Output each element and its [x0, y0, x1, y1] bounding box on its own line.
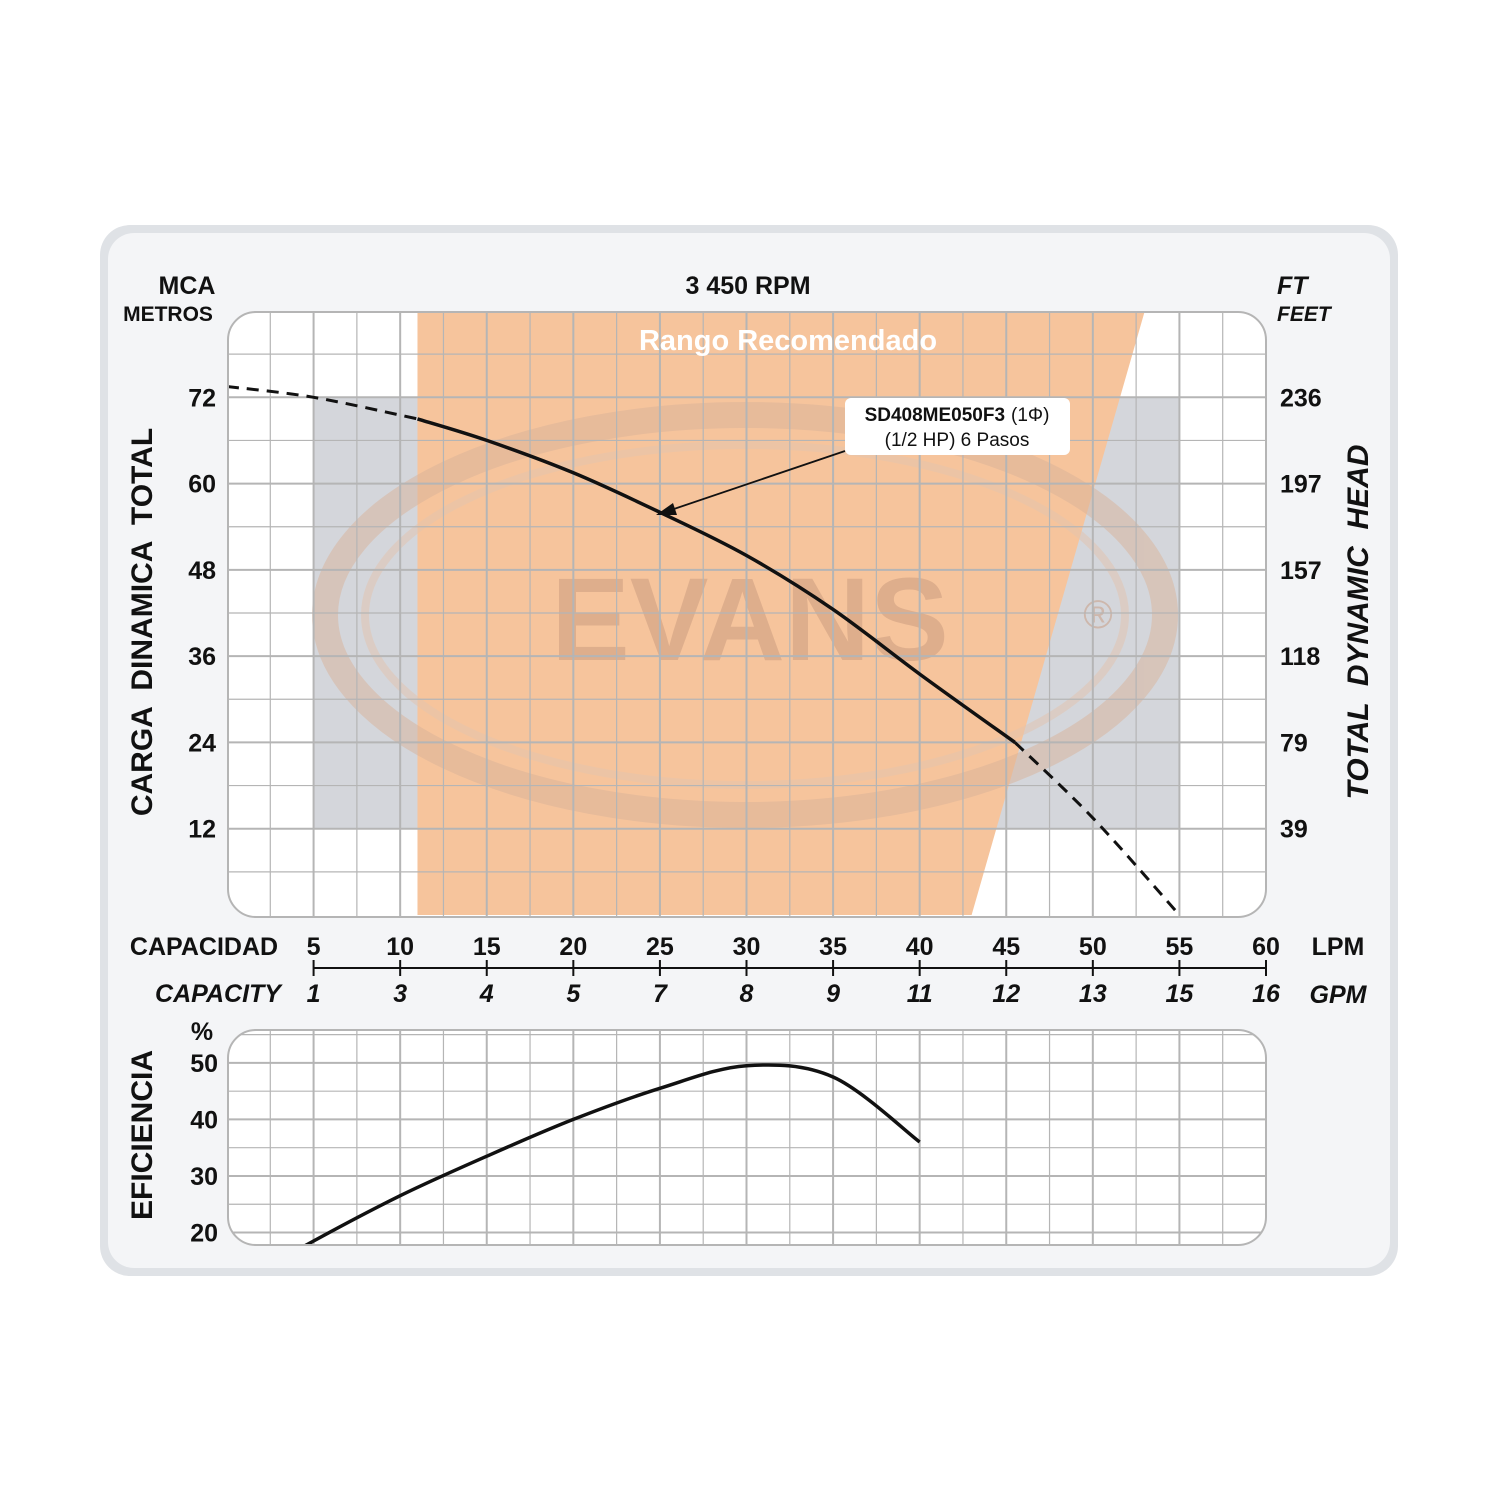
gpm-unit: GPM	[1310, 981, 1368, 1009]
watermark-ring-outer	[312, 402, 1178, 828]
head-plot: EVANS ® Rango Recomendado	[227, 311, 1267, 918]
callout-phase: (1Φ)	[1011, 405, 1049, 426]
capacity-ticks: 5 1 10 3 15 4 20 5 25 7 30 8 35 9 40 11 45 12 50 13 55 15 60 16	[307, 933, 1281, 1008]
capacity-tick-label-lpm: 60	[1252, 933, 1280, 961]
callout-line1: SD408ME050F3 (1Φ)	[865, 405, 1050, 426]
capacity-tick-label-lpm: 15	[473, 933, 501, 961]
head-tick-label-mca: 60	[188, 471, 216, 499]
head-tick-label-mca: 36	[188, 643, 216, 671]
callout-line2: (1/2 HP) 6 Pasos	[885, 430, 1030, 451]
lpm-unit: LPM	[1312, 933, 1365, 961]
capacity-tick-label-gpm: 13	[1079, 980, 1107, 1008]
efficiency-tick-labels: 20 30 40 50	[190, 1050, 218, 1248]
capacity-tick-label-gpm: 16	[1252, 980, 1281, 1008]
head-tick-label-ft: 79	[1280, 729, 1308, 757]
evans-watermark: EVANS ®	[312, 402, 1178, 828]
capacity-tick-label-lpm: 55	[1166, 933, 1194, 961]
head-tick-label-ft: 118	[1280, 643, 1320, 671]
capacity-tick-label-gpm: 15	[1166, 980, 1195, 1008]
head-tick-label-ft: 236	[1280, 384, 1322, 412]
efficiency-axis-title: EFICIENCIA	[126, 1050, 159, 1220]
capacity-label: CAPACIDAD	[130, 933, 278, 961]
head-tick-label-ft: 39	[1280, 816, 1308, 844]
capacity-tick-label-lpm: 35	[819, 933, 847, 961]
watermark-registered: ®	[1083, 593, 1112, 637]
head-tick-label-mca: 48	[188, 557, 216, 585]
left-axis-title: CARGA DINAMICA TOTAL	[126, 428, 159, 816]
head-curve-dashed-left	[228, 385, 418, 421]
head-tick-label-ft: 197	[1280, 471, 1322, 499]
capacity-tick-label-gpm: 1	[307, 980, 321, 1008]
capacity-tick-label-gpm: 4	[479, 980, 494, 1008]
capacity-tick-label-lpm: 10	[386, 933, 414, 961]
recommended-range-label: Rango Recomendado	[639, 325, 937, 357]
efficiency-grid	[228, 1030, 1266, 1245]
capacity-tick-label-gpm: 12	[992, 980, 1020, 1008]
efficiency-plot-border	[227, 1029, 1267, 1246]
left-unit: MCA	[159, 272, 216, 300]
capacity-tick-label-lpm: 50	[1079, 933, 1107, 961]
right-unit: FT	[1277, 272, 1310, 300]
capacity-tick-label-lpm: 25	[646, 933, 674, 961]
capacity-tick-label-gpm: 8	[740, 980, 754, 1008]
capacity-tick-label-lpm: 5	[307, 933, 321, 961]
head-curve	[416, 417, 1016, 744]
right-unit-sub: FEET	[1277, 303, 1333, 326]
capacity-label-en: CAPACITY	[155, 980, 283, 1008]
capacity-tick-label-lpm: 40	[906, 933, 934, 961]
efficiency-plot	[227, 1029, 1267, 1246]
left-unit-sub: METROS	[123, 303, 213, 326]
callout-pointer	[667, 450, 846, 512]
head-tick-label-ft: 157	[1280, 557, 1322, 585]
watermark-text: EVANS	[551, 554, 949, 686]
callout-model: SD408ME050F3	[865, 405, 1005, 426]
right-tick-labels: 39 79 118 157 197 236	[1280, 384, 1322, 843]
efficiency-tick-label: 40	[190, 1106, 218, 1134]
efficiency-tick-label: 20	[190, 1219, 218, 1247]
capacity-tick-label-gpm: 11	[907, 980, 933, 1008]
callout-arrowhead	[656, 503, 677, 515]
head-tick-label-mca: 72	[188, 384, 216, 412]
head-tick-label-mca: 24	[188, 729, 216, 757]
efficiency-unit: %	[191, 1018, 213, 1046]
right-axis-title: TOTAL DYNAMIC HEAD	[1342, 444, 1375, 799]
capacity-tick-label-lpm: 45	[992, 933, 1020, 961]
capacity-tick-label-lpm: 20	[559, 933, 587, 961]
head-tick-label-mca: 12	[188, 816, 216, 844]
model-callout: SD408ME050F3 (1Φ) (1/2 HP) 6 Pasos	[656, 398, 1070, 515]
capacity-tick-label-lpm: 30	[733, 933, 761, 961]
capacity-tick-label-gpm: 7	[653, 980, 668, 1008]
left-tick-labels: 12 24 36 48 60 72	[188, 384, 216, 843]
efficiency-tick-label: 30	[190, 1163, 218, 1191]
head-curve-dashed-right	[1013, 741, 1181, 916]
head-plot-border	[227, 311, 1267, 918]
capacity-tick-label-gpm: 9	[826, 980, 840, 1008]
efficiency-tick-label: 50	[190, 1050, 218, 1078]
efficiency-curve	[243, 1063, 921, 1245]
head-grid	[228, 312, 1266, 917]
speed-label: 3 450 RPM	[685, 272, 810, 300]
callout-box	[845, 398, 1070, 455]
capacity-tick-label-gpm: 5	[566, 980, 581, 1008]
capacity-tick-label-gpm: 3	[393, 980, 407, 1008]
